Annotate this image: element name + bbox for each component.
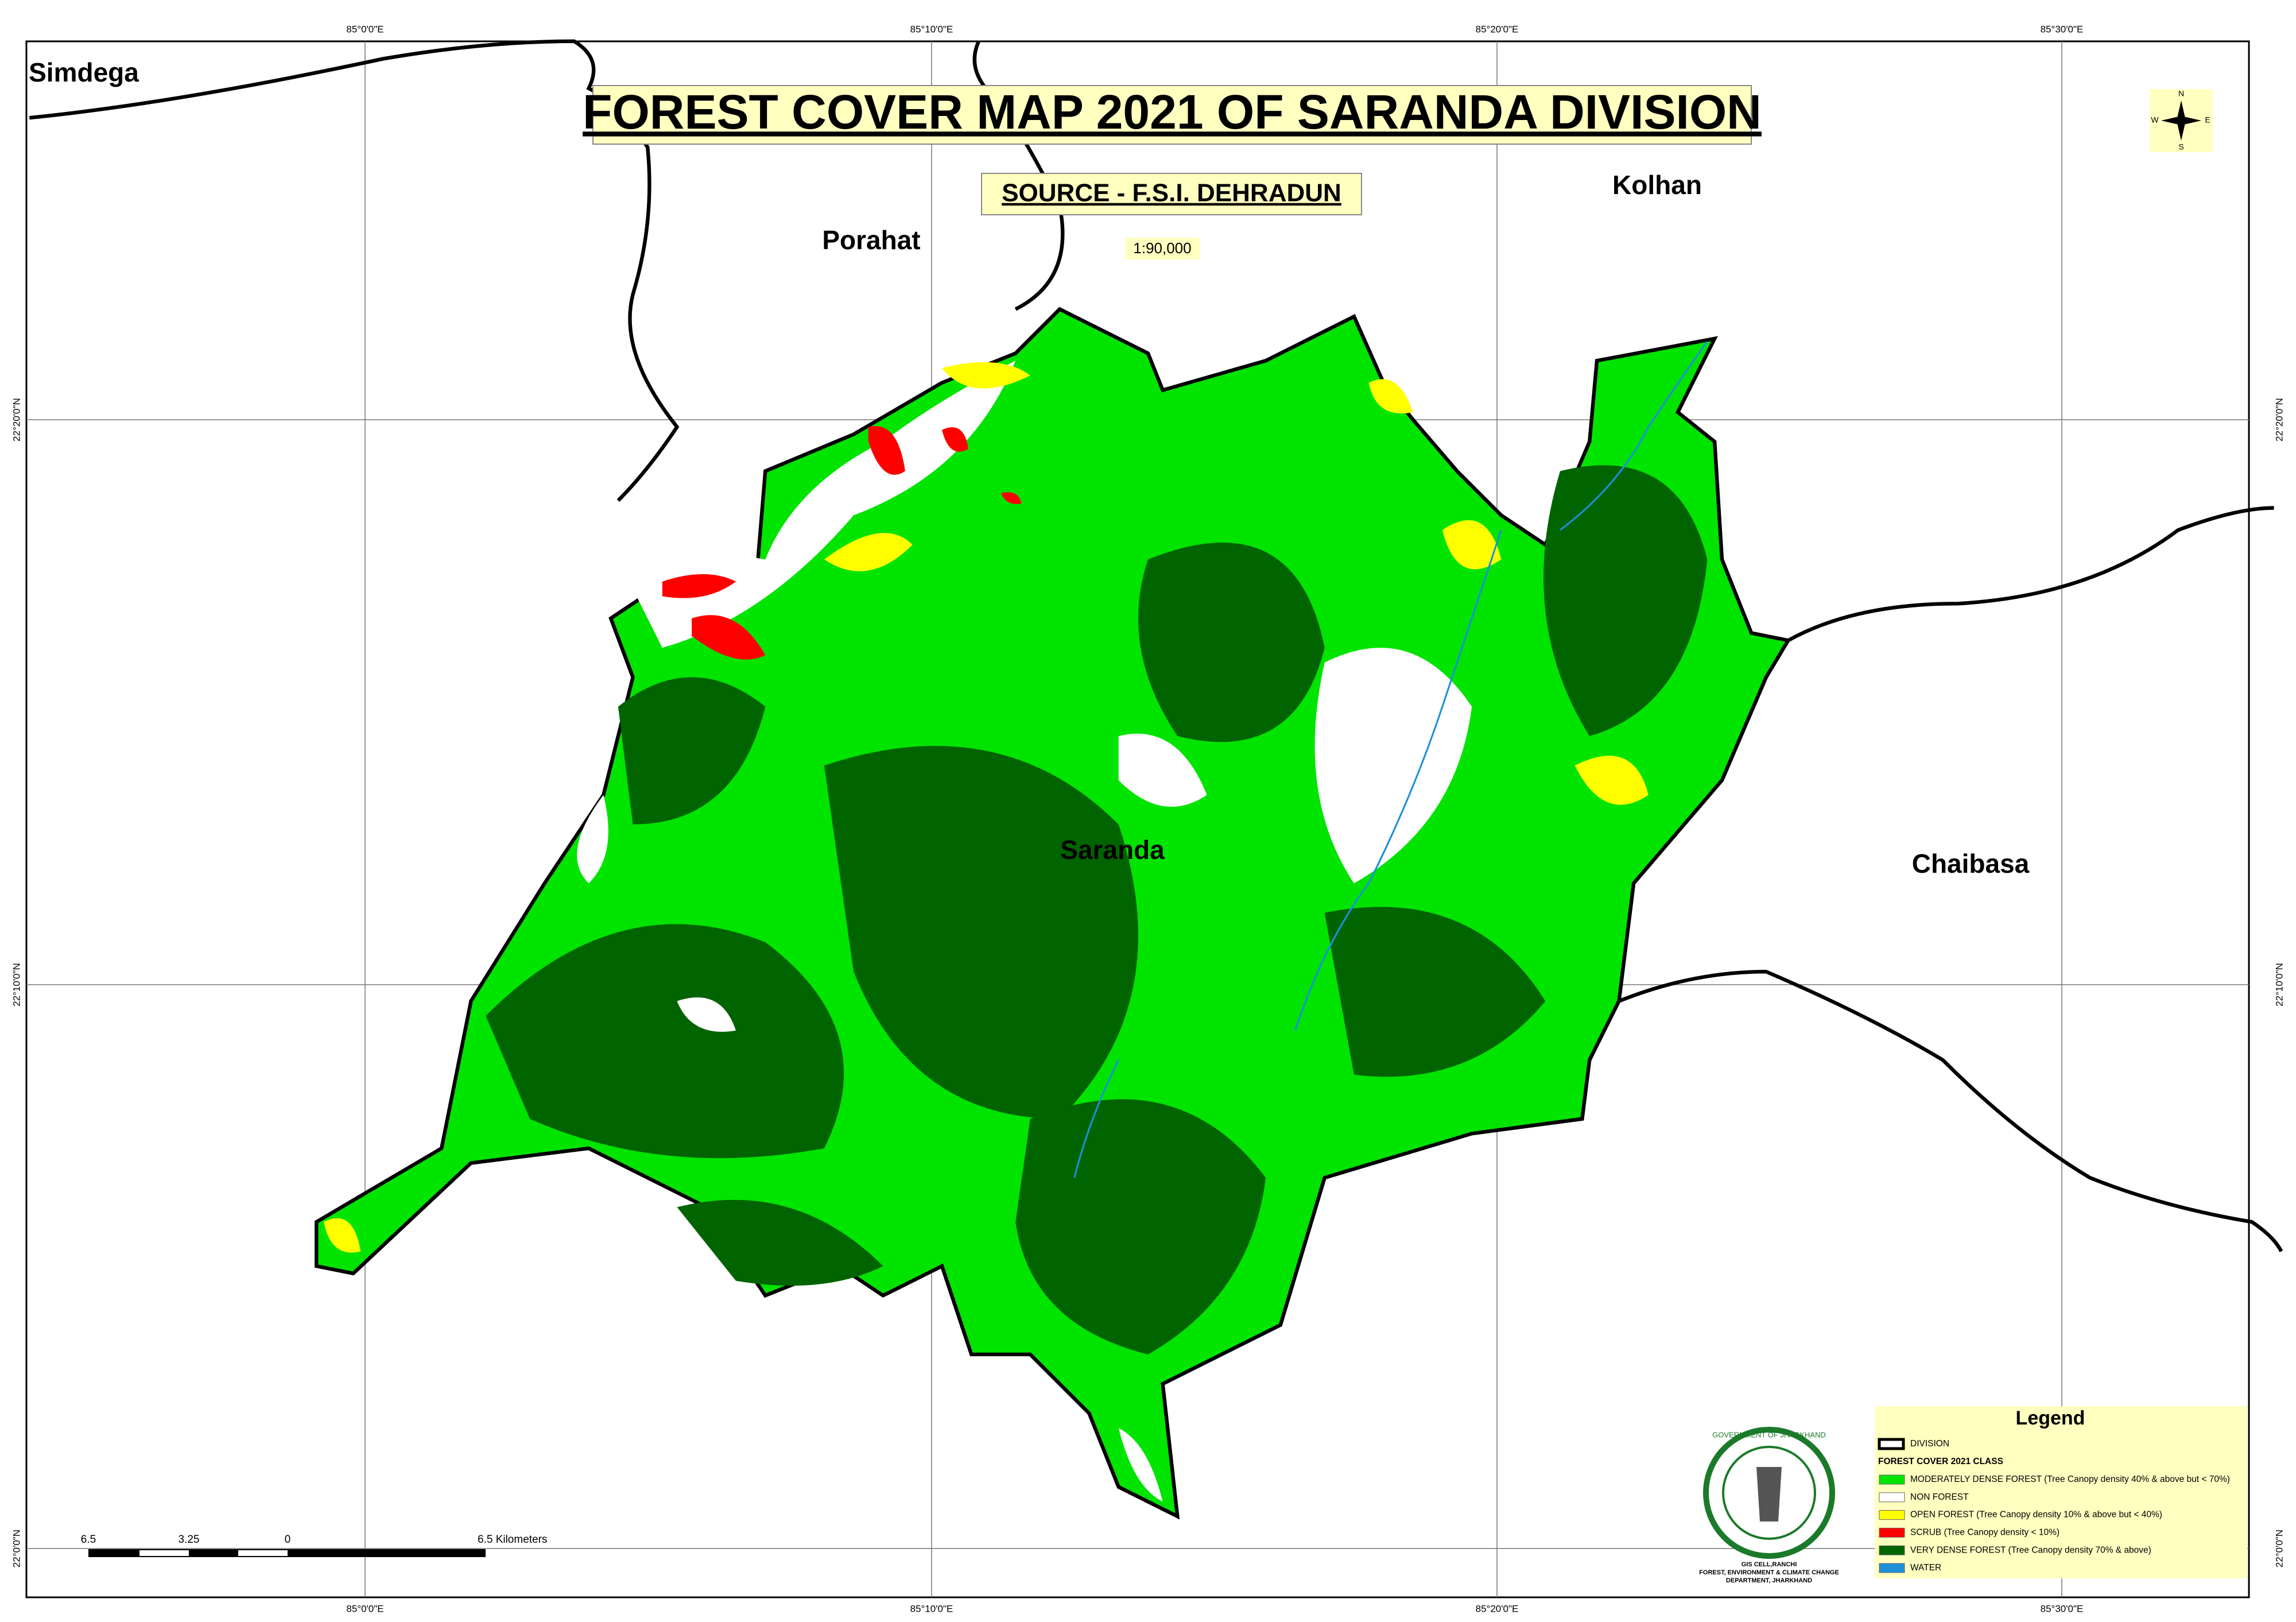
legend-swatch	[1879, 1563, 1905, 1573]
north-arrow: N E S W	[2150, 89, 2213, 152]
longitude-label: 85°10'0"E	[910, 1603, 953, 1614]
region-label: Porahat	[822, 225, 920, 255]
legend-label: MODERATELY DENSE FOREST (Tree Canopy den…	[1910, 1474, 2230, 1484]
legend-label: OPEN FOREST (Tree Canopy density 10% & a…	[1910, 1510, 2162, 1520]
legend-swatch	[1879, 1527, 1905, 1538]
region-label: Simdega	[29, 57, 139, 87]
emblem: GOVERNMENT OF JHARKHAND GIS CELL,RANCHI …	[1699, 1427, 1839, 1584]
compass-w: W	[2151, 115, 2159, 125]
legend-title: Legend	[2016, 1407, 2085, 1429]
legend-swatch	[1879, 1510, 1905, 1520]
emblem-text: GIS CELL,RANCHI	[1742, 1561, 1797, 1568]
rivers	[1073, 340, 1708, 1178]
legend-label: SCRUB (Tree Canopy density < 10%)	[1910, 1527, 2060, 1537]
compass-n: N	[2178, 89, 2184, 98]
legend-label: DIVISION	[1910, 1439, 1949, 1449]
open-forest-patches	[324, 362, 1649, 1253]
longitude-label: 85°30'0"E	[2041, 1603, 2084, 1614]
longitude-label: 85°30'0"E	[2041, 24, 2084, 34]
legend-box	[1875, 1406, 2247, 1578]
legend-label: NON FOREST	[1910, 1492, 1969, 1502]
latitude-label: 22°0'0"N	[2274, 1530, 2285, 1567]
scale-bar: 6.5 3.25 0 6.5 Kilometers	[81, 1534, 547, 1557]
emblem-text: FOREST, ENVIRONMENT & CLIMATE CHANGE	[1699, 1569, 1839, 1576]
map-body	[29, 39, 2283, 1520]
scrub-patches	[662, 425, 1022, 660]
legend-swatch	[1879, 1492, 1905, 1503]
compass-s: S	[2178, 142, 2183, 152]
latitude-label: 22°20'0"N	[2274, 398, 2285, 442]
legend-heading: FOREST COVER 2021 CLASS	[1878, 1457, 2003, 1466]
non-forest-patches	[577, 361, 1472, 1502]
emblem-ring: GOVERNMENT OF JHARKHAND	[1712, 1430, 1826, 1439]
legend-label: VERY DENSE FOREST (Tree Canopy density 7…	[1910, 1545, 2151, 1555]
latitude-label: 22°10'0"N	[11, 963, 22, 1007]
scale-label: 3.25	[179, 1534, 200, 1546]
region-label: Chaibasa	[1912, 849, 2030, 878]
compass-e: E	[2205, 115, 2210, 125]
legend-label: WATER	[1910, 1563, 1941, 1573]
scale-label: 0	[285, 1534, 291, 1546]
emblem-text: DEPARTMENT, JHARKHAND	[1726, 1577, 1812, 1584]
legend-swatch	[1879, 1474, 1905, 1485]
latitude-label: 22°0'0"N	[11, 1530, 22, 1567]
scale-label: 6.5	[81, 1534, 96, 1546]
longitude-label: 85°10'0"E	[910, 24, 953, 34]
legend-swatch	[1879, 1545, 1905, 1555]
dense-forest-patches	[486, 465, 1708, 1354]
scale: 1:90,000	[1133, 239, 1191, 257]
scale-box	[1125, 238, 1200, 260]
region-label: Kolhan	[1612, 170, 1702, 200]
longitude-label: 85°20'0"E	[1476, 24, 1519, 34]
latitude-label: 22°20'0"N	[11, 398, 22, 442]
legend: Legend DIVISION FOREST COVER 2021 CLASS …	[1875, 1406, 2247, 1578]
latitude-label: 22°10'0"N	[2274, 963, 2285, 1007]
title-box	[592, 85, 1752, 145]
scale-label: 6.5 Kilometers	[478, 1534, 547, 1546]
source: SOURCE - F.S.I. DEHRADUN	[1002, 179, 1341, 207]
legend-swatch	[1878, 1438, 1905, 1450]
map-title: FOREST COVER MAP 2021 OF SARANDA DIVISIO…	[583, 85, 1762, 139]
source-box	[981, 173, 1362, 215]
region-label: Saranda	[1060, 835, 1165, 865]
longitude-label: 85°0'0"E	[346, 1603, 383, 1614]
longitude-label: 85°20'0"E	[1476, 1603, 1519, 1614]
longitude-label: 85°0'0"E	[346, 24, 383, 34]
